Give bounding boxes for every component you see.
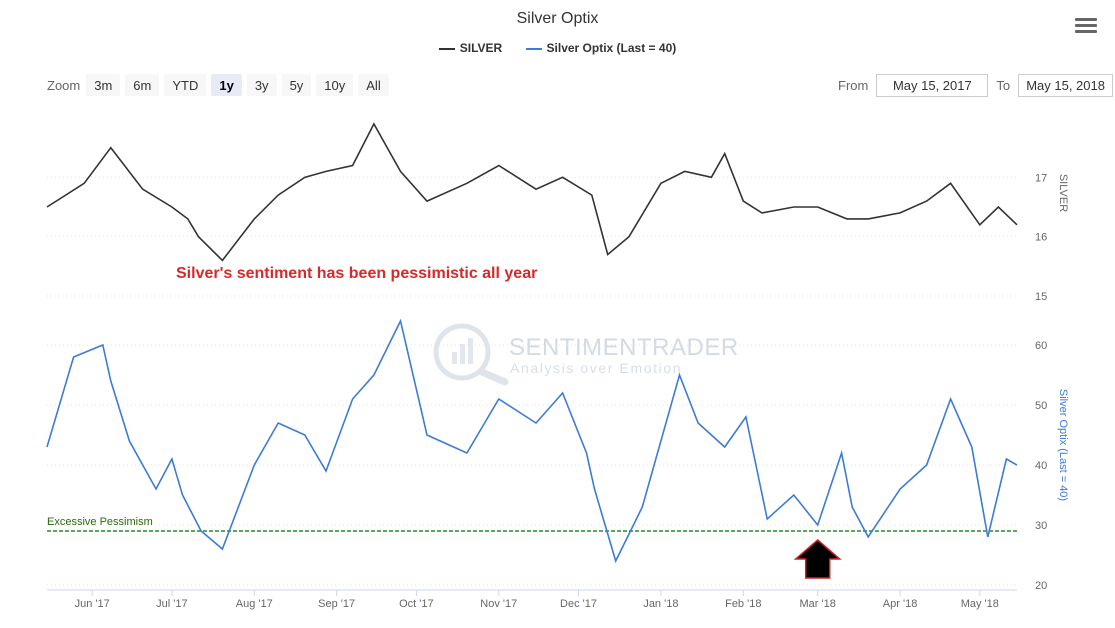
x-tick-label: Aug '17 bbox=[236, 598, 273, 610]
legend-swatch-optix bbox=[525, 47, 542, 50]
optix-y-tick-label: 50 bbox=[1035, 400, 1047, 412]
x-tick-label: Dec '17 bbox=[560, 598, 597, 610]
zoom-10y-button[interactable]: 10y bbox=[316, 74, 354, 96]
zoom-3m-button[interactable]: 3m bbox=[86, 74, 121, 96]
x-tick-label: Jul '17 bbox=[156, 598, 187, 610]
zoom-controls: Zoom 3m 6m YTD 1y 3y 5y 10y All bbox=[47, 74, 394, 96]
chart-title: Silver Optix bbox=[516, 10, 599, 27]
zoom-1y-button[interactable]: 1y bbox=[211, 74, 242, 96]
optix-y-tick-label: 60 bbox=[1035, 340, 1047, 352]
legend-swatch-silver bbox=[438, 47, 455, 50]
zoom-ytd-button[interactable]: YTD bbox=[164, 74, 207, 96]
to-date-input[interactable] bbox=[1018, 74, 1114, 97]
x-tick-label: Apr '18 bbox=[883, 598, 918, 610]
date-range: From To bbox=[838, 74, 1114, 97]
x-tick-label: Jan '18 bbox=[643, 598, 678, 610]
annotation-text: Silver's sentiment has been pessimistic … bbox=[176, 265, 538, 282]
x-tick-label: Feb '18 bbox=[725, 598, 761, 610]
zoom-3y-button[interactable]: 3y bbox=[246, 74, 277, 96]
x-tick-label: Nov '17 bbox=[480, 598, 517, 610]
silver-y-tick-label: 16 bbox=[1035, 232, 1047, 244]
optix-grid bbox=[47, 344, 1017, 586]
zoom-5y-button[interactable]: 5y bbox=[281, 74, 312, 96]
optix-y-axis: 20 30 40 50 60 bbox=[1035, 340, 1047, 592]
x-tick-label: Jun '17 bbox=[75, 598, 110, 610]
legend-item-silver[interactable]: SILVER bbox=[438, 41, 503, 55]
from-label: From bbox=[838, 78, 869, 93]
from-date-input[interactable] bbox=[876, 74, 989, 97]
zoom-6m-button[interactable]: 6m bbox=[125, 74, 160, 96]
optix-series-line[interactable] bbox=[46, 318, 1018, 564]
legend-label-silver: SILVER bbox=[459, 41, 503, 55]
optix-y-tick-label: 40 bbox=[1035, 460, 1047, 472]
watermark-logo-icon bbox=[433, 323, 509, 386]
optix-axis-title: Silver Optix (Last = 40) bbox=[1057, 389, 1069, 501]
legend-item-optix[interactable]: Silver Optix (Last = 40) bbox=[525, 41, 677, 55]
optix-y-tick-label: 20 bbox=[1035, 580, 1047, 592]
x-tick-label: May '18 bbox=[961, 598, 999, 610]
x-tick-label: Oct '17 bbox=[399, 598, 434, 610]
silver-grid bbox=[47, 176, 1017, 297]
silver-axis-title: SILVER bbox=[1057, 174, 1069, 212]
zoom-all-button[interactable]: All bbox=[358, 74, 389, 96]
legend: SILVER Silver Optix (Last = 40) bbox=[0, 41, 1115, 55]
silver-y-tick-label: 15 bbox=[1035, 291, 1047, 303]
silver-y-tick-label: 17 bbox=[1035, 172, 1047, 184]
x-tick-label: Mar '18 bbox=[800, 598, 836, 610]
zoom-label: Zoom bbox=[47, 77, 81, 93]
optix-y-tick-label: 30 bbox=[1035, 520, 1047, 532]
arrow-marker-icon bbox=[793, 539, 842, 579]
hamburger-menu-icon[interactable] bbox=[1075, 16, 1097, 36]
watermark-subtitle: Analysis over Emotion bbox=[510, 360, 683, 376]
silver-y-axis: 15 16 17 bbox=[1035, 172, 1047, 303]
silver-series-line[interactable] bbox=[46, 122, 1018, 262]
legend-label-optix: Silver Optix (Last = 40) bbox=[546, 41, 677, 55]
to-label: To bbox=[996, 78, 1011, 93]
x-axis: Jun '17 Jul '17 Aug '17 Sep '17 Oct '17 Nov '… bbox=[75, 590, 999, 610]
excessive-pessimism-label: Excessive Pessimism bbox=[47, 516, 153, 528]
watermark-title: SENTIMENTRADER bbox=[509, 334, 739, 361]
x-tick-label: Sep '17 bbox=[318, 598, 355, 610]
